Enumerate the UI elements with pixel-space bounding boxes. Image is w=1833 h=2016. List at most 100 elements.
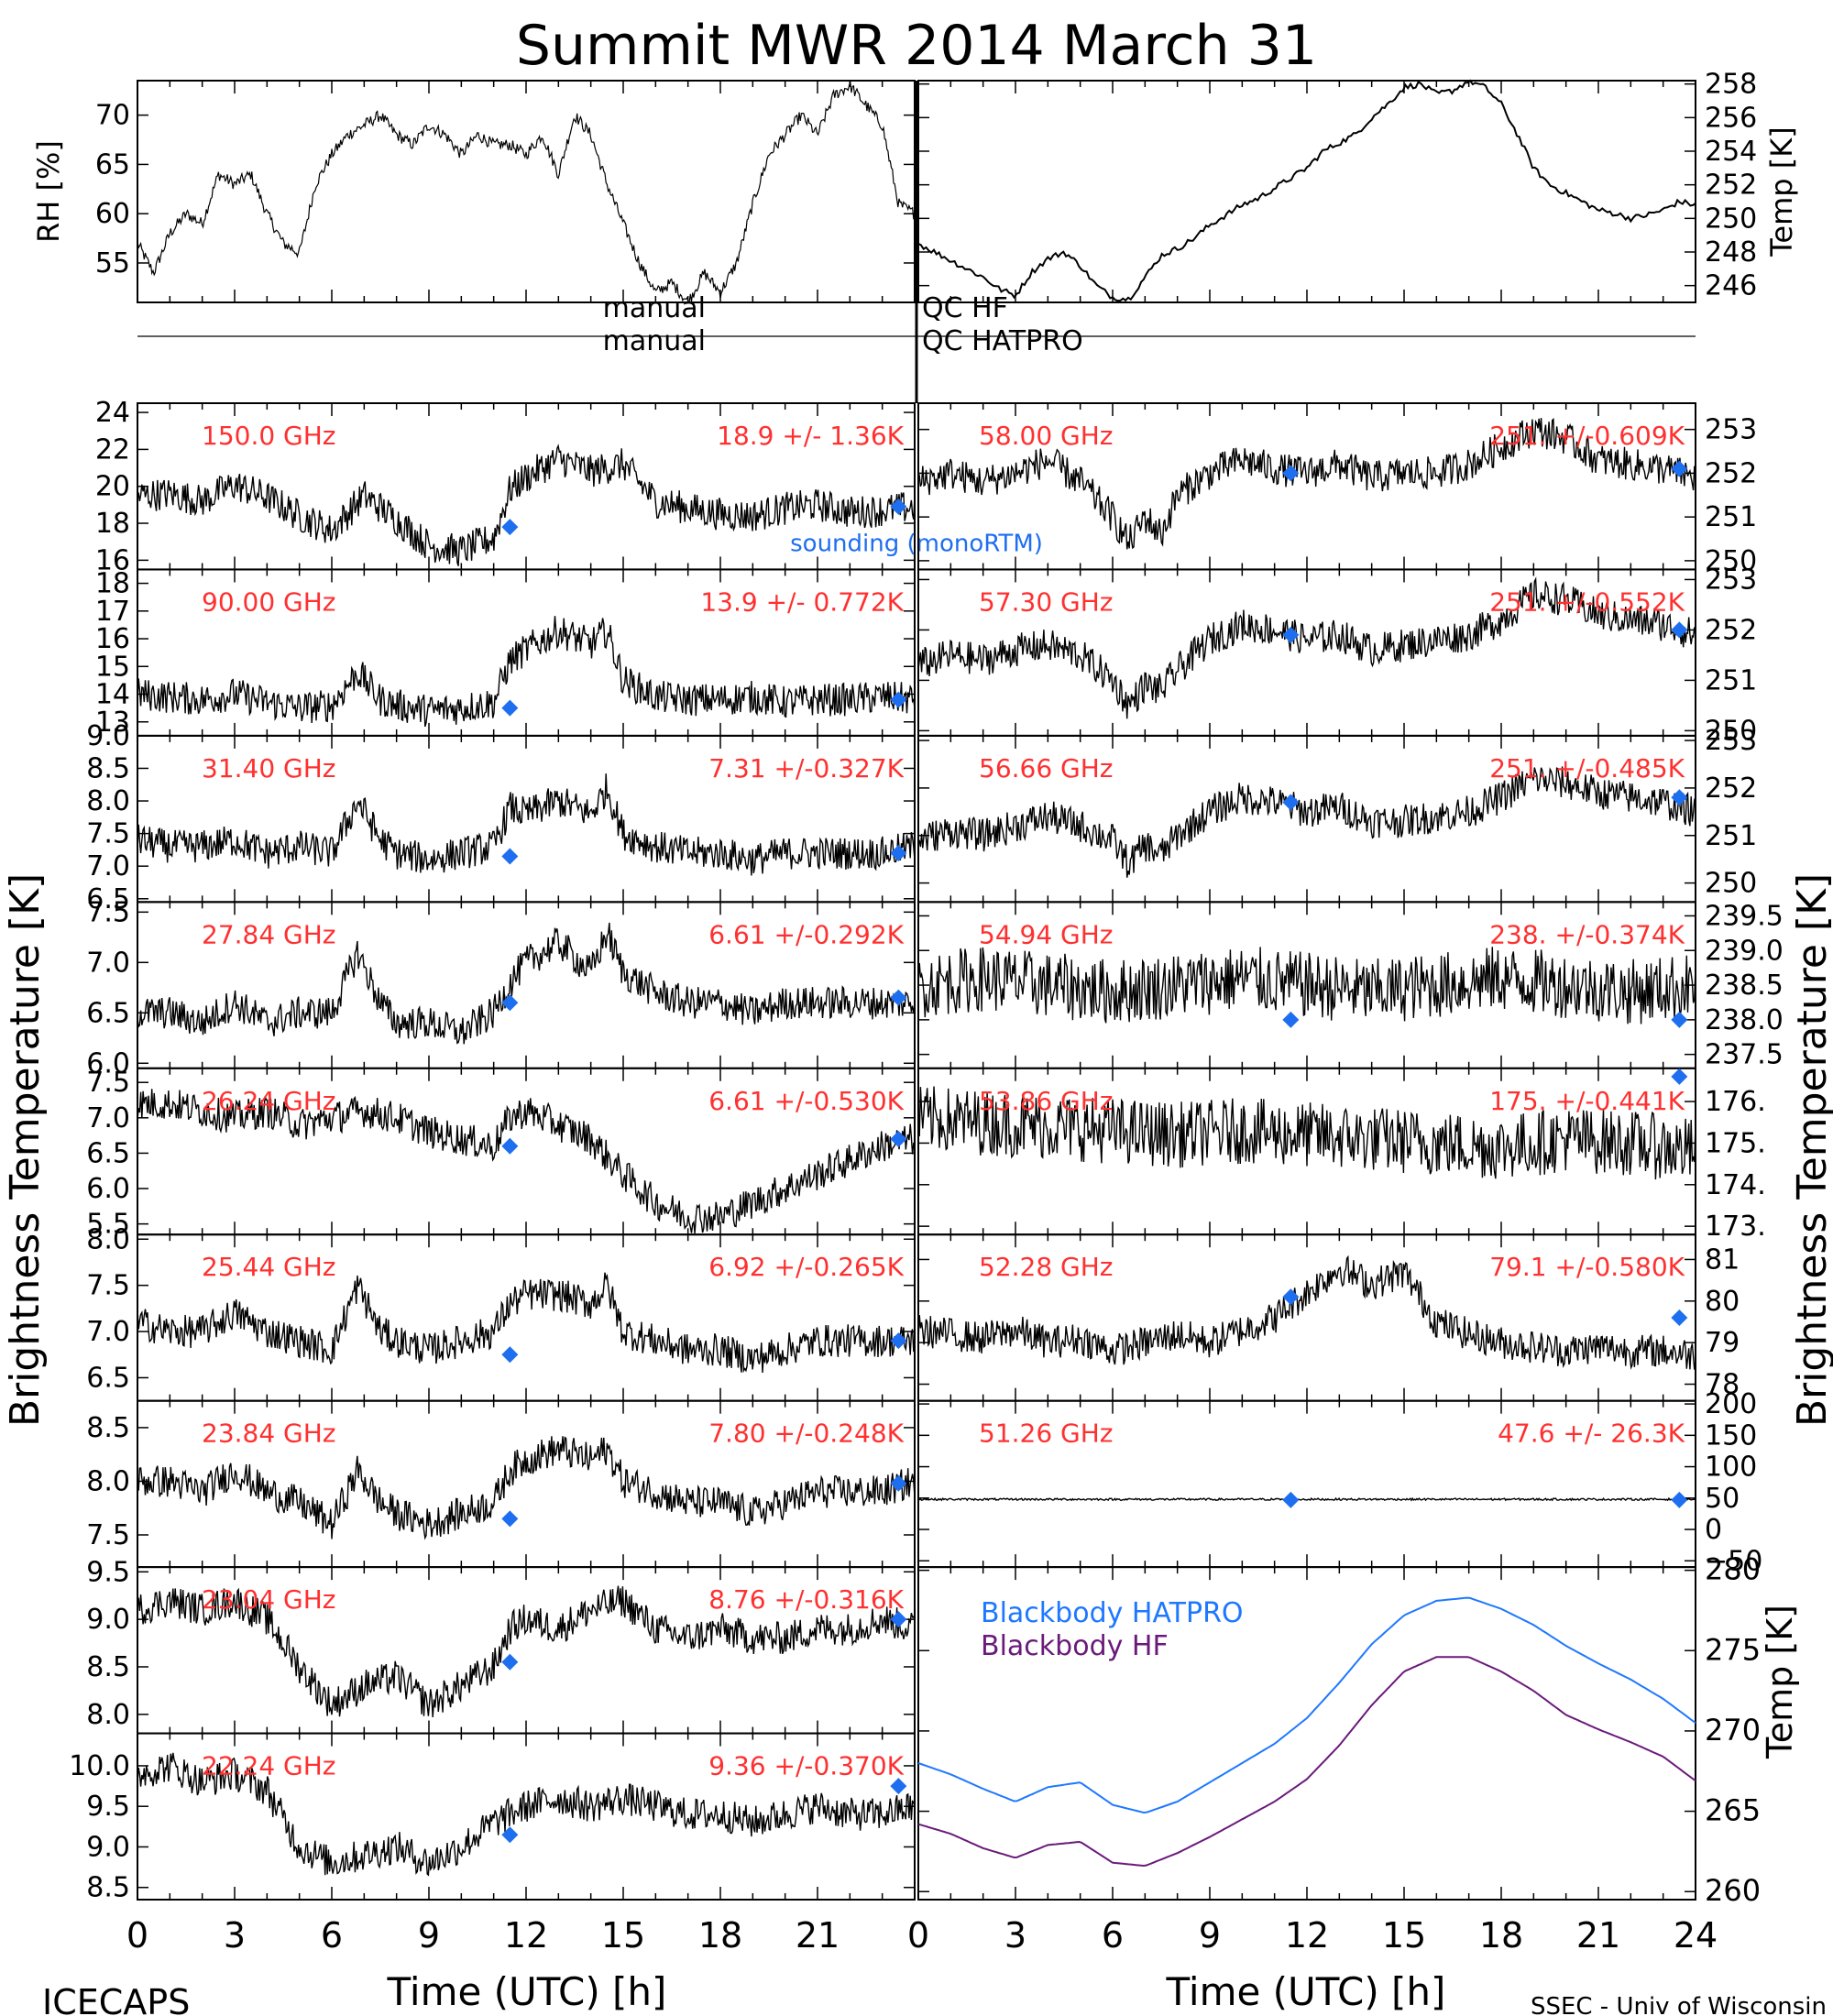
channel-frequency-label: 52.28 GHz [979, 1252, 1114, 1282]
y-tick-label: 238.5 [1705, 970, 1784, 1002]
sounding-legend-label: sounding (monoRTM) [790, 530, 1043, 557]
sounding-marker [890, 989, 907, 1006]
sounding-marker [501, 1346, 519, 1364]
channel-trace [137, 1585, 916, 1718]
x-tick-label: 15 [1382, 1915, 1426, 1956]
blackbody-legend-label: Blackbody HATPRO [981, 1597, 1244, 1629]
y-tick-label: 251 [1705, 664, 1757, 696]
rh-axis-label: RH [%] [31, 140, 66, 243]
x-tick-label: 6 [1102, 1915, 1124, 1956]
y-tick-label: 252 [1705, 457, 1757, 489]
channel-frequency-label: 27.84 GHz [202, 919, 336, 949]
channel-stat-label: 9.36 +/-0.370K [708, 1751, 904, 1781]
channel-stat-label: 7.31 +/-0.327K [708, 753, 904, 783]
footer-right: SSEC - Univ of Wisconsin [1531, 1993, 1827, 2016]
y-tick-label: 238.0 [1705, 1004, 1784, 1036]
x-tick-label: 9 [418, 1915, 440, 1956]
y-tick-label: 239.0 [1705, 935, 1784, 967]
sounding-marker [1282, 1011, 1300, 1028]
sounding-marker [890, 1474, 907, 1492]
y-tick-label: 8.5 [86, 752, 130, 784]
channel-frequency-label: 26.24 GHz [202, 1086, 336, 1116]
channel-stat-label: 6.61 +/-0.530K [708, 1086, 904, 1116]
y-tick-label: 24 [95, 397, 130, 429]
y-tick-label: 7.5 [86, 896, 130, 928]
x-axis-label-left: Time (UTC) [h] [387, 1969, 667, 2014]
channel-trace [917, 1086, 1696, 1180]
x-tick-label: 18 [698, 1915, 742, 1956]
y-tick-label: 8.5 [86, 1651, 130, 1683]
channel-trace [917, 947, 1696, 1024]
sounding-marker [1282, 794, 1300, 811]
y-tick-label: 6.0 [86, 1173, 130, 1205]
channel-trace [137, 1272, 916, 1374]
chart-title: Summit MWR 2014 March 31 [516, 14, 1317, 78]
sounding-marker [1671, 1491, 1688, 1508]
y-tick-label: 250 [1705, 545, 1757, 577]
y-tick-label: 8.0 [86, 1699, 130, 1731]
y-tick-label: 9.5 [86, 1556, 130, 1588]
channel-stat-label: 6.61 +/-0.292K [708, 919, 904, 949]
blackbody-legend-label: Blackbody HF [981, 1630, 1169, 1662]
channel-trace [137, 773, 916, 876]
y-tick-label: 7.5 [86, 1270, 130, 1302]
y-tick-label: 6.5 [86, 883, 130, 915]
sounding-marker [501, 519, 519, 536]
qc-manual-1: manual [603, 292, 706, 324]
y-tick-label: 100 [1705, 1452, 1757, 1484]
channel-trace [137, 1436, 916, 1540]
channel-stat-label: 175. +/-0.441K [1489, 1086, 1685, 1116]
y-tick-label: 8.5 [86, 1872, 130, 1904]
y-tick-label: 253 [1705, 414, 1757, 446]
blackbody-line [917, 1596, 1696, 1814]
channel-trace [137, 444, 916, 566]
x-tick-label: 21 [1576, 1915, 1620, 1956]
x-tick-label: 9 [1199, 1915, 1221, 1956]
channel-stat-label: 7.80 +/-0.248K [708, 1419, 904, 1449]
sounding-marker [890, 1778, 907, 1795]
y-tick-label: 7.0 [86, 850, 130, 882]
sounding-marker [890, 498, 907, 515]
y-tick-label: 8.0 [86, 1465, 130, 1497]
channel-frequency-label: 23.84 GHz [202, 1419, 336, 1449]
y-tick-label: 7.5 [86, 818, 130, 850]
sounding-marker [1671, 1068, 1688, 1085]
sounding-marker [1282, 465, 1300, 482]
sounding-marker [501, 1826, 519, 1844]
y-tick-label: 14 [95, 679, 130, 711]
x-tick-label: 3 [1004, 1915, 1026, 1956]
channel-frequency-label: 23.04 GHz [202, 1584, 336, 1615]
channel-stat-label: 251. +/-0.552K [1489, 586, 1685, 617]
y-tick-label: 252 [1705, 614, 1757, 646]
y-tick-label: 5.5 [86, 1209, 130, 1241]
y-tick-label: 81 [1705, 1244, 1740, 1276]
footer-left: ICECAPS [42, 1982, 190, 2016]
y-tick-label: 250 [1705, 203, 1757, 235]
channel-frequency-label: 57.30 GHz [979, 586, 1114, 617]
sounding-marker [501, 1653, 519, 1671]
y-tick-label: 258 [1705, 69, 1757, 101]
sounding-marker [890, 1130, 907, 1147]
x-tick-label: 12 [1285, 1915, 1329, 1956]
y-tick-label: 174. [1705, 1169, 1766, 1201]
y-tick-label: 60 [95, 198, 130, 230]
channel-frequency-label: 56.66 GHz [979, 753, 1114, 783]
y-tick-label: 239.5 [1705, 900, 1784, 932]
right-y-axis-label: Brightness Temperature [K] [1789, 873, 1833, 1427]
channel-trace [917, 576, 1696, 719]
sounding-marker [890, 844, 907, 861]
channel-trace [917, 1496, 1696, 1502]
y-tick-label: 6.0 [86, 1047, 130, 1079]
y-tick-label: 17 [95, 596, 130, 628]
y-tick-label: 150 [1705, 1419, 1757, 1452]
left-y-axis-label: Brightness Temperature [K] [2, 873, 49, 1427]
y-tick-label: 8.5 [86, 1412, 130, 1444]
channel-stat-label: 251. +/-0.609K [1489, 421, 1685, 451]
y-tick-label: 173. [1705, 1211, 1766, 1243]
sounding-marker [1671, 460, 1688, 477]
y-tick-label: 16 [95, 623, 130, 655]
y-tick-label: 10.0 [69, 1750, 130, 1782]
sounding-marker [890, 1332, 907, 1350]
